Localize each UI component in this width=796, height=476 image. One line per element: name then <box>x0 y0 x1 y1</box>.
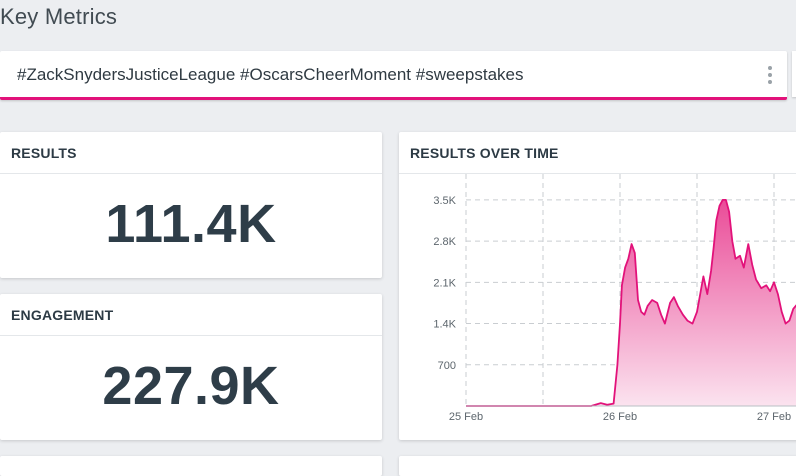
engagement-card-title: ENGAGEMENT <box>0 294 382 336</box>
results-over-time-title: RESULTS OVER TIME <box>399 132 796 174</box>
results-over-time-card: RESULTS OVER TIME 700 1.4K 2.1K 2.8K 3.5K 25 … <box>399 132 796 440</box>
results-over-time-chart: 700 1.4K 2.1K 2.8K 3.5K 25 Feb 26 Feb 27 Feb <box>433 174 796 423</box>
series-area <box>466 199 796 406</box>
x-tick-label: 25 Feb <box>449 411 483 423</box>
y-tick-label: 3.5K <box>433 195 456 207</box>
engagement-value: 227.9K <box>102 356 280 416</box>
query-bar[interactable]: #ZackSnydersJusticeLeague #OscarsCheerMo… <box>0 51 787 100</box>
kebab-dot <box>768 80 772 84</box>
adjacent-query-bar[interactable] <box>792 51 796 97</box>
query-text[interactable]: #ZackSnydersJusticeLeague #OscarsCheerMo… <box>17 65 524 84</box>
results-card-title: RESULTS <box>0 132 382 174</box>
x-tick-label: 27 Feb <box>757 411 791 423</box>
engagement-card: ENGAGEMENT 227.9K <box>0 294 382 440</box>
series-line <box>466 199 796 407</box>
y-tick-label: 2.1K <box>433 277 456 289</box>
y-tick-label: 1.4K <box>433 319 456 331</box>
y-tick-label: 700 <box>438 360 456 372</box>
next-chart-card <box>399 456 796 476</box>
kebab-dot <box>768 66 772 70</box>
y-tick-label: 2.8K <box>433 236 456 248</box>
x-tick-label: 26 Feb <box>603 411 637 423</box>
results-value: 111.4K <box>105 194 277 254</box>
page-title: Key Metrics <box>0 4 118 29</box>
kebab-dot <box>768 73 772 77</box>
kebab-menu-icon[interactable] <box>767 66 773 84</box>
results-card: RESULTS 111.4K <box>0 132 382 278</box>
next-metric-card <box>0 456 382 476</box>
